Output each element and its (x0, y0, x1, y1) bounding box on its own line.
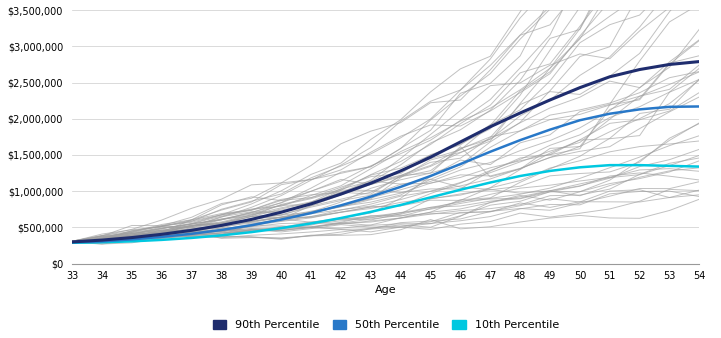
Y-axis label: Balance: Balance (0, 115, 2, 159)
X-axis label: Age: Age (375, 286, 397, 295)
Legend: 90th Percentile, 50th Percentile, 10th Percentile: 90th Percentile, 50th Percentile, 10th P… (213, 320, 559, 330)
